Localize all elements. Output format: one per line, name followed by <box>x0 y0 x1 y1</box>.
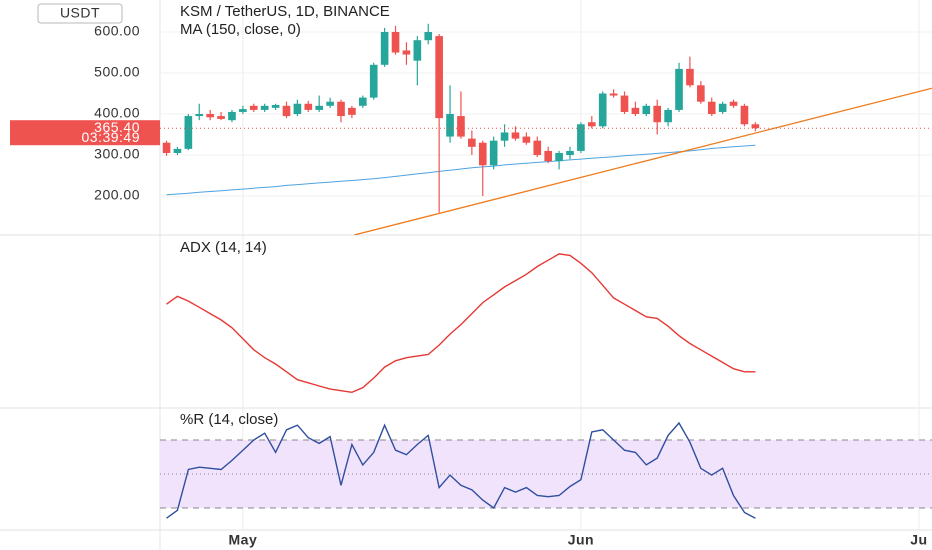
indicator-line <box>166 253 756 394</box>
currency-box[interactable] <box>37 3 123 24</box>
candle-body <box>740 105 749 125</box>
wr-legend: %R (14, close) <box>180 411 278 428</box>
trend-line <box>353 87 932 235</box>
x-tick-label: Jun <box>568 532 594 548</box>
y-tick-label: 600.00 <box>94 23 140 39</box>
candle-body <box>653 105 662 123</box>
candle-body <box>369 64 378 98</box>
candle-body <box>195 114 204 117</box>
candle-body <box>609 93 618 96</box>
adx-legend: ADX (14, 14) <box>180 239 267 256</box>
candle-body <box>457 116 465 137</box>
candle-body <box>173 148 182 153</box>
candle-body <box>566 150 574 156</box>
candle-body <box>228 111 236 121</box>
ma-line <box>166 144 756 196</box>
candle-body <box>249 105 258 110</box>
price-tag-label: 365.40 <box>94 119 140 135</box>
candle-body <box>293 103 302 115</box>
candle-body <box>718 103 727 112</box>
y-tick-label: 200.00 <box>94 187 140 203</box>
candle-body <box>358 97 367 106</box>
candle-body <box>707 101 716 115</box>
candle-body <box>380 31 389 65</box>
chart-title: KSM / TetherUS, 1D, BINANCE <box>180 3 390 20</box>
candle-body <box>326 101 334 106</box>
y-tick-label: 400.00 <box>94 105 140 121</box>
price-tag <box>10 120 160 146</box>
candle-body <box>587 122 596 127</box>
candle-body <box>642 105 651 115</box>
candle-body <box>500 132 509 141</box>
candle-body <box>729 101 738 106</box>
candle-body <box>620 95 629 112</box>
plot <box>166 421 756 519</box>
candle-body <box>522 136 531 143</box>
candle-body <box>664 109 672 123</box>
candle-body <box>489 140 498 166</box>
candle-body <box>751 124 760 129</box>
candle-body <box>271 104 280 108</box>
candle-body <box>348 107 356 115</box>
candle-body <box>206 114 214 118</box>
candle-body <box>631 107 640 115</box>
plot <box>166 253 756 394</box>
candle-body <box>598 93 607 127</box>
candle-body <box>511 132 520 139</box>
countdown: 03:39:49 <box>82 129 141 145</box>
ma-legend: MA (150, close, 0) <box>180 21 301 38</box>
candle-body <box>435 36 443 119</box>
y-tick-label: 500.00 <box>94 64 140 80</box>
candle-body <box>162 142 171 153</box>
candle-body <box>282 105 291 117</box>
candle-body <box>337 101 345 117</box>
candle-body <box>304 103 313 110</box>
candle-body <box>697 85 705 102</box>
y-tick-label: 300.00 <box>94 146 140 162</box>
candle-body <box>686 68 694 86</box>
candle-body <box>533 140 542 156</box>
candle-body <box>217 116 225 119</box>
candle-body <box>544 150 552 162</box>
candle-body <box>260 105 269 110</box>
x-tick-label: Ju <box>910 532 927 548</box>
x-tick-label: May <box>229 532 258 548</box>
candle-body <box>675 68 683 110</box>
candle-body <box>577 124 585 151</box>
currency: USDT <box>60 5 100 21</box>
indicator-line <box>166 421 756 519</box>
candle-body <box>184 116 193 149</box>
plot <box>162 23 932 235</box>
candle-body <box>478 142 487 166</box>
candle-body <box>424 31 433 41</box>
candle-body <box>391 31 400 53</box>
candle-body <box>555 152 563 162</box>
candle-body <box>413 40 422 61</box>
candle-body <box>315 105 324 110</box>
candle-body <box>446 114 454 137</box>
candle-body <box>402 50 411 55</box>
candle-body <box>468 138 476 147</box>
candle-body <box>239 109 247 112</box>
